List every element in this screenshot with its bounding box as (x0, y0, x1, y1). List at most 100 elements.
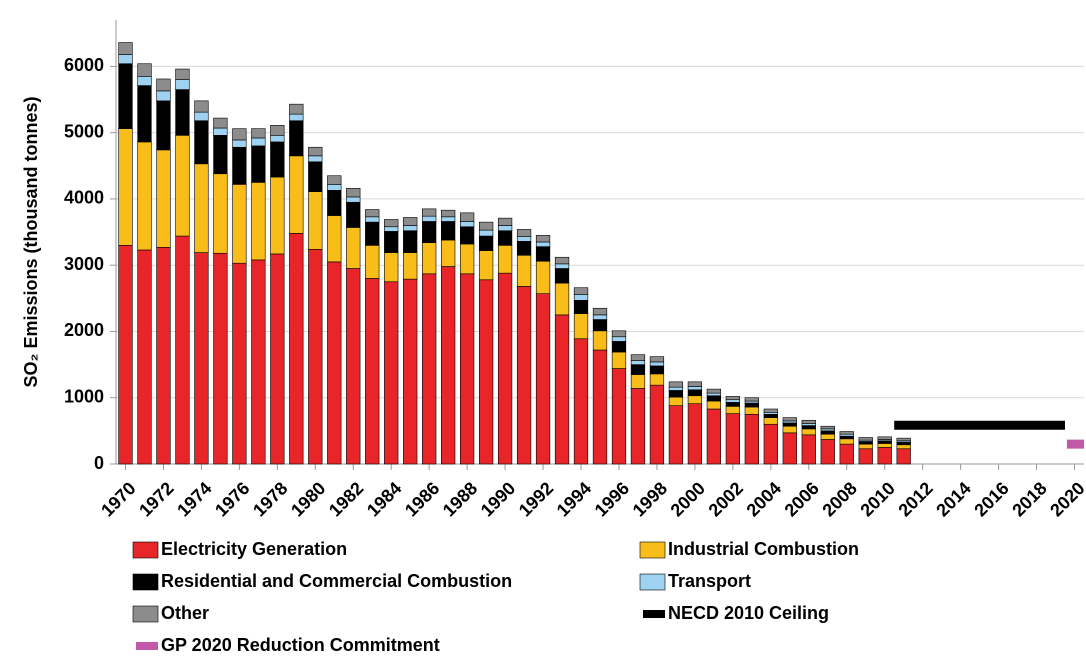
bar-segment (308, 161, 323, 192)
bar-segment (668, 405, 684, 465)
bar-segment (725, 402, 740, 407)
legend-swatch (643, 610, 665, 618)
x-tick-label: 1984 (363, 478, 405, 520)
x-tick-label: 1980 (287, 478, 329, 520)
bar-segment (782, 422, 797, 427)
x-tick-label: 2016 (970, 478, 1012, 520)
bar-segment (289, 120, 304, 157)
bar-segment (535, 246, 551, 262)
bar-segment (687, 389, 703, 397)
x-tick-label: 2010 (856, 478, 898, 520)
bar-segment (763, 423, 778, 465)
bar-segment (554, 314, 570, 465)
bar-segment (649, 361, 665, 367)
bar-segment (270, 125, 285, 136)
bar-segment (573, 313, 589, 340)
bar-segment (478, 235, 494, 251)
bar-segment (346, 201, 361, 228)
legend-swatch (132, 541, 159, 559)
bar-segment (478, 279, 494, 465)
legend-label: NECD 2010 Ceiling (668, 603, 829, 623)
bar-segment (118, 63, 133, 129)
bar-segment (668, 390, 684, 398)
bar-segment (384, 281, 399, 465)
bar-segment (801, 425, 816, 430)
bar-segment (232, 146, 247, 185)
bar-segment (630, 374, 646, 389)
bar-segment (460, 221, 475, 228)
bar-segment (308, 191, 323, 250)
y-tick-label: 2000 (64, 320, 104, 340)
y-tick-label: 4000 (64, 188, 104, 208)
bar-segment (516, 241, 532, 256)
bar-segment (384, 231, 399, 253)
bar-segment (706, 388, 722, 394)
bar-segment (820, 430, 835, 435)
bar-segment (251, 182, 266, 261)
bar-segment (175, 135, 190, 237)
bar-segment (251, 259, 266, 465)
bar-segment (877, 443, 892, 448)
bar-segment (516, 286, 532, 465)
bar-segment (346, 227, 361, 269)
bar-segment (554, 256, 570, 265)
bar-segment (858, 441, 873, 445)
y-tick-label: 5000 (64, 121, 104, 141)
bar-segment (725, 396, 740, 401)
bar-segment (516, 254, 532, 287)
bar-segment (137, 63, 152, 77)
bar-segment (801, 434, 816, 465)
bar-segment (763, 417, 778, 425)
bar-segment (137, 141, 152, 251)
bar-segment (422, 208, 437, 217)
bar-segment (668, 381, 684, 388)
bar-segment (270, 135, 285, 143)
bar-segment (858, 443, 873, 450)
bar-segment (232, 262, 247, 465)
legend-swatch (132, 605, 159, 623)
bar-segment (573, 294, 589, 301)
bar-segment (592, 330, 608, 351)
legend-swatch (136, 642, 158, 650)
bar-segment (156, 247, 171, 465)
bar-segment (175, 89, 190, 136)
bar-segment (460, 243, 475, 275)
bar-segment (365, 245, 380, 279)
bar-segment (441, 239, 456, 267)
y-axis-label: SO₂ Emissions (thousand tonnes) (21, 96, 41, 387)
legend-label: Residential and Commercial Combustion (161, 571, 512, 591)
bar-segment (497, 230, 513, 246)
bar-segment (611, 351, 627, 369)
bar-segment (441, 221, 456, 241)
bar-segment (573, 300, 589, 314)
bar-segment (649, 373, 665, 386)
bar-segment (687, 386, 703, 391)
bar-segment (687, 403, 703, 465)
bar-segment (497, 272, 513, 465)
x-tick-label: 2008 (818, 478, 860, 520)
bar-segment (706, 392, 722, 397)
bar-segment (497, 217, 513, 226)
bar-segment (213, 173, 228, 254)
bar-segment (592, 319, 608, 332)
x-tick-label: 1992 (515, 478, 557, 520)
bar-segment (365, 209, 380, 218)
bar-segment (839, 438, 854, 445)
bar-segment (213, 127, 228, 136)
bar-segment (422, 242, 437, 275)
bar-segment (820, 425, 835, 430)
bar-segment (308, 155, 323, 163)
bar-segment (270, 176, 285, 255)
bar-segment (877, 440, 892, 444)
bar-segment (403, 230, 418, 253)
bar-segment (573, 338, 589, 465)
bar-segment (478, 229, 494, 237)
bar-segment (744, 397, 759, 402)
x-tick-label: 2020 (1046, 478, 1086, 520)
legend-label: Industrial Combustion (668, 539, 859, 559)
bar-segment (649, 356, 665, 363)
x-tick-label: 2018 (1008, 478, 1050, 520)
bar-segment (175, 79, 190, 90)
legend-swatch (639, 541, 666, 559)
bar-segment (384, 219, 399, 228)
